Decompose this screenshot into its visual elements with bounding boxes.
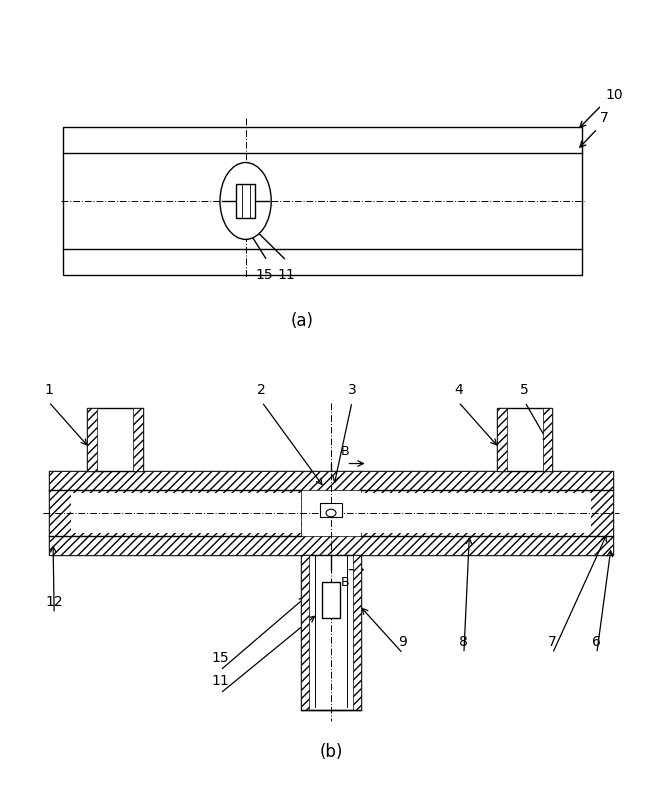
Bar	[361, 490, 614, 536]
Text: 1: 1	[44, 383, 53, 397]
Bar	[71, 493, 301, 532]
Text: 3: 3	[348, 383, 356, 397]
Text: 2: 2	[258, 383, 266, 397]
Bar	[353, 555, 361, 710]
Text: 8: 8	[459, 634, 468, 649]
Bar	[301, 555, 361, 710]
Text: B: B	[341, 446, 350, 458]
Bar	[497, 408, 553, 471]
Bar	[48, 471, 614, 555]
Bar	[48, 490, 301, 536]
Bar	[133, 408, 143, 471]
Text: 6: 6	[592, 634, 601, 649]
Bar	[361, 493, 591, 532]
Bar	[64, 127, 581, 275]
Bar	[236, 184, 255, 218]
Bar	[320, 503, 342, 517]
Text: B: B	[341, 576, 350, 589]
Bar	[322, 583, 340, 618]
Bar	[497, 408, 507, 471]
Bar	[87, 408, 143, 471]
Text: 11: 11	[211, 674, 229, 689]
Text: 15: 15	[255, 268, 273, 282]
Bar	[301, 555, 309, 710]
Text: 4: 4	[454, 383, 463, 397]
Bar	[48, 536, 614, 555]
Text: 7: 7	[600, 112, 609, 125]
Text: 9: 9	[399, 634, 407, 649]
Text: 12: 12	[46, 595, 63, 609]
Text: 10: 10	[606, 88, 623, 102]
Ellipse shape	[220, 163, 271, 239]
Text: 11: 11	[278, 268, 295, 282]
Text: (b): (b)	[319, 743, 343, 761]
Text: (a): (a)	[291, 312, 314, 329]
Bar	[87, 408, 97, 471]
Text: 15: 15	[211, 651, 229, 665]
Text: 7: 7	[548, 634, 557, 649]
Text: 5: 5	[520, 383, 529, 397]
Bar	[542, 408, 553, 471]
Circle shape	[326, 509, 336, 516]
Bar	[48, 471, 614, 490]
